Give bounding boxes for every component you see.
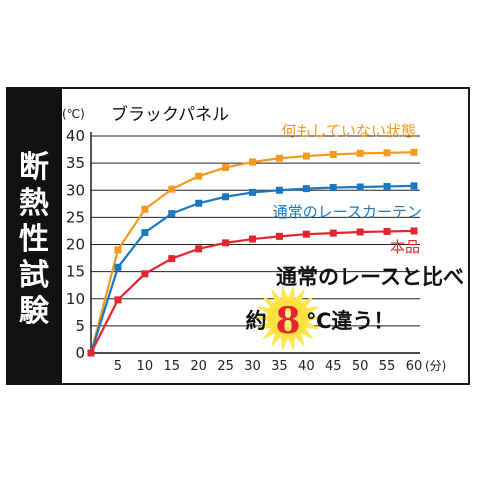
x-tick-label: 40	[298, 359, 315, 374]
axes	[90, 132, 420, 354]
y-tick-label: 0	[75, 344, 85, 362]
data-point	[141, 270, 149, 278]
x-tick-label: 55	[379, 359, 396, 374]
y-tick-label: 25	[66, 208, 85, 226]
data-point	[168, 210, 176, 218]
y-tick-label: 10	[66, 290, 85, 308]
data-point	[141, 205, 149, 213]
data-point	[195, 172, 203, 180]
x-tick-label: 30	[244, 359, 261, 374]
y-tick-label: 20	[66, 236, 85, 254]
data-point	[329, 229, 337, 237]
data-point	[168, 185, 176, 193]
side-title-char: 試	[19, 258, 49, 293]
data-point	[275, 186, 283, 194]
data-point	[249, 158, 256, 166]
x-tick-label: 60	[406, 359, 423, 374]
data-point	[222, 193, 230, 201]
series-label: 何もしていない状態	[281, 122, 416, 140]
x-tick-label: 25	[217, 359, 234, 374]
data-point	[249, 188, 256, 196]
data-point	[275, 232, 283, 240]
data-point	[302, 185, 310, 193]
data-point	[383, 182, 391, 190]
data-point	[302, 230, 310, 238]
side-title-char: 性	[19, 222, 49, 257]
chart-title: ブラックパネル	[111, 104, 229, 125]
data-point	[87, 349, 95, 357]
x-tick-label: 35	[271, 359, 288, 374]
data-point	[302, 152, 310, 160]
starburst-glow	[266, 296, 310, 340]
data-point	[114, 263, 122, 271]
series-label: 本品	[390, 238, 420, 256]
data-point	[114, 296, 122, 304]
side-title: 断 熱 性 試 験	[6, 150, 62, 330]
y-tick-label: 40	[66, 127, 85, 145]
x-axis-unit-label: (分)	[425, 359, 446, 373]
annotation-line1: 通常のレースと比べ	[276, 265, 464, 289]
data-point	[329, 150, 337, 158]
series-line	[90, 229, 415, 354]
data-point	[249, 235, 256, 243]
data-point	[329, 184, 337, 192]
data-point	[195, 199, 203, 207]
data-point	[383, 149, 391, 157]
data-point	[356, 183, 364, 191]
data-point	[410, 227, 418, 235]
data-point	[168, 255, 176, 263]
side-title-band	[6, 87, 62, 385]
side-title-char: 熱	[19, 186, 49, 221]
x-tick-label: 20	[190, 359, 207, 374]
data-point	[356, 149, 364, 157]
annotation-prefix: 約	[246, 309, 267, 333]
x-tick-label: 45	[325, 359, 342, 374]
series-layer	[87, 148, 418, 357]
side-title-char: 験	[19, 294, 49, 329]
data-point	[410, 182, 418, 190]
x-tick-label: 50	[352, 359, 369, 374]
series-label: 通常のレースカーテン	[273, 203, 422, 221]
y-tick-label: 15	[66, 263, 85, 281]
annotation-value: 8	[275, 300, 300, 342]
labels: 0 5 10 15 20 25 30 35 40 5 10 15 20 25 30 35 40 45 50 55 60 何…	[66, 122, 422, 374]
data-point	[114, 246, 122, 254]
y-tick-label: 5	[75, 317, 85, 335]
side-title-char: 断	[19, 150, 49, 185]
data-point	[383, 227, 391, 235]
x-tick-label: 15	[163, 359, 180, 374]
y-tick-label: 30	[66, 181, 85, 199]
y-tick-label: 35	[66, 154, 85, 172]
y-axis-unit-label: (℃)	[62, 107, 85, 121]
chart-frame	[6, 87, 470, 385]
annotation-unit: ℃違う！	[306, 309, 394, 333]
data-point	[275, 154, 283, 162]
x-tick-label: 5	[114, 359, 122, 374]
data-point	[141, 229, 149, 237]
data-point	[410, 148, 418, 156]
data-point	[356, 228, 364, 236]
data-point	[222, 163, 230, 171]
data-point	[195, 245, 203, 253]
data-point	[222, 239, 230, 247]
x-tick-label: 10	[137, 359, 154, 374]
